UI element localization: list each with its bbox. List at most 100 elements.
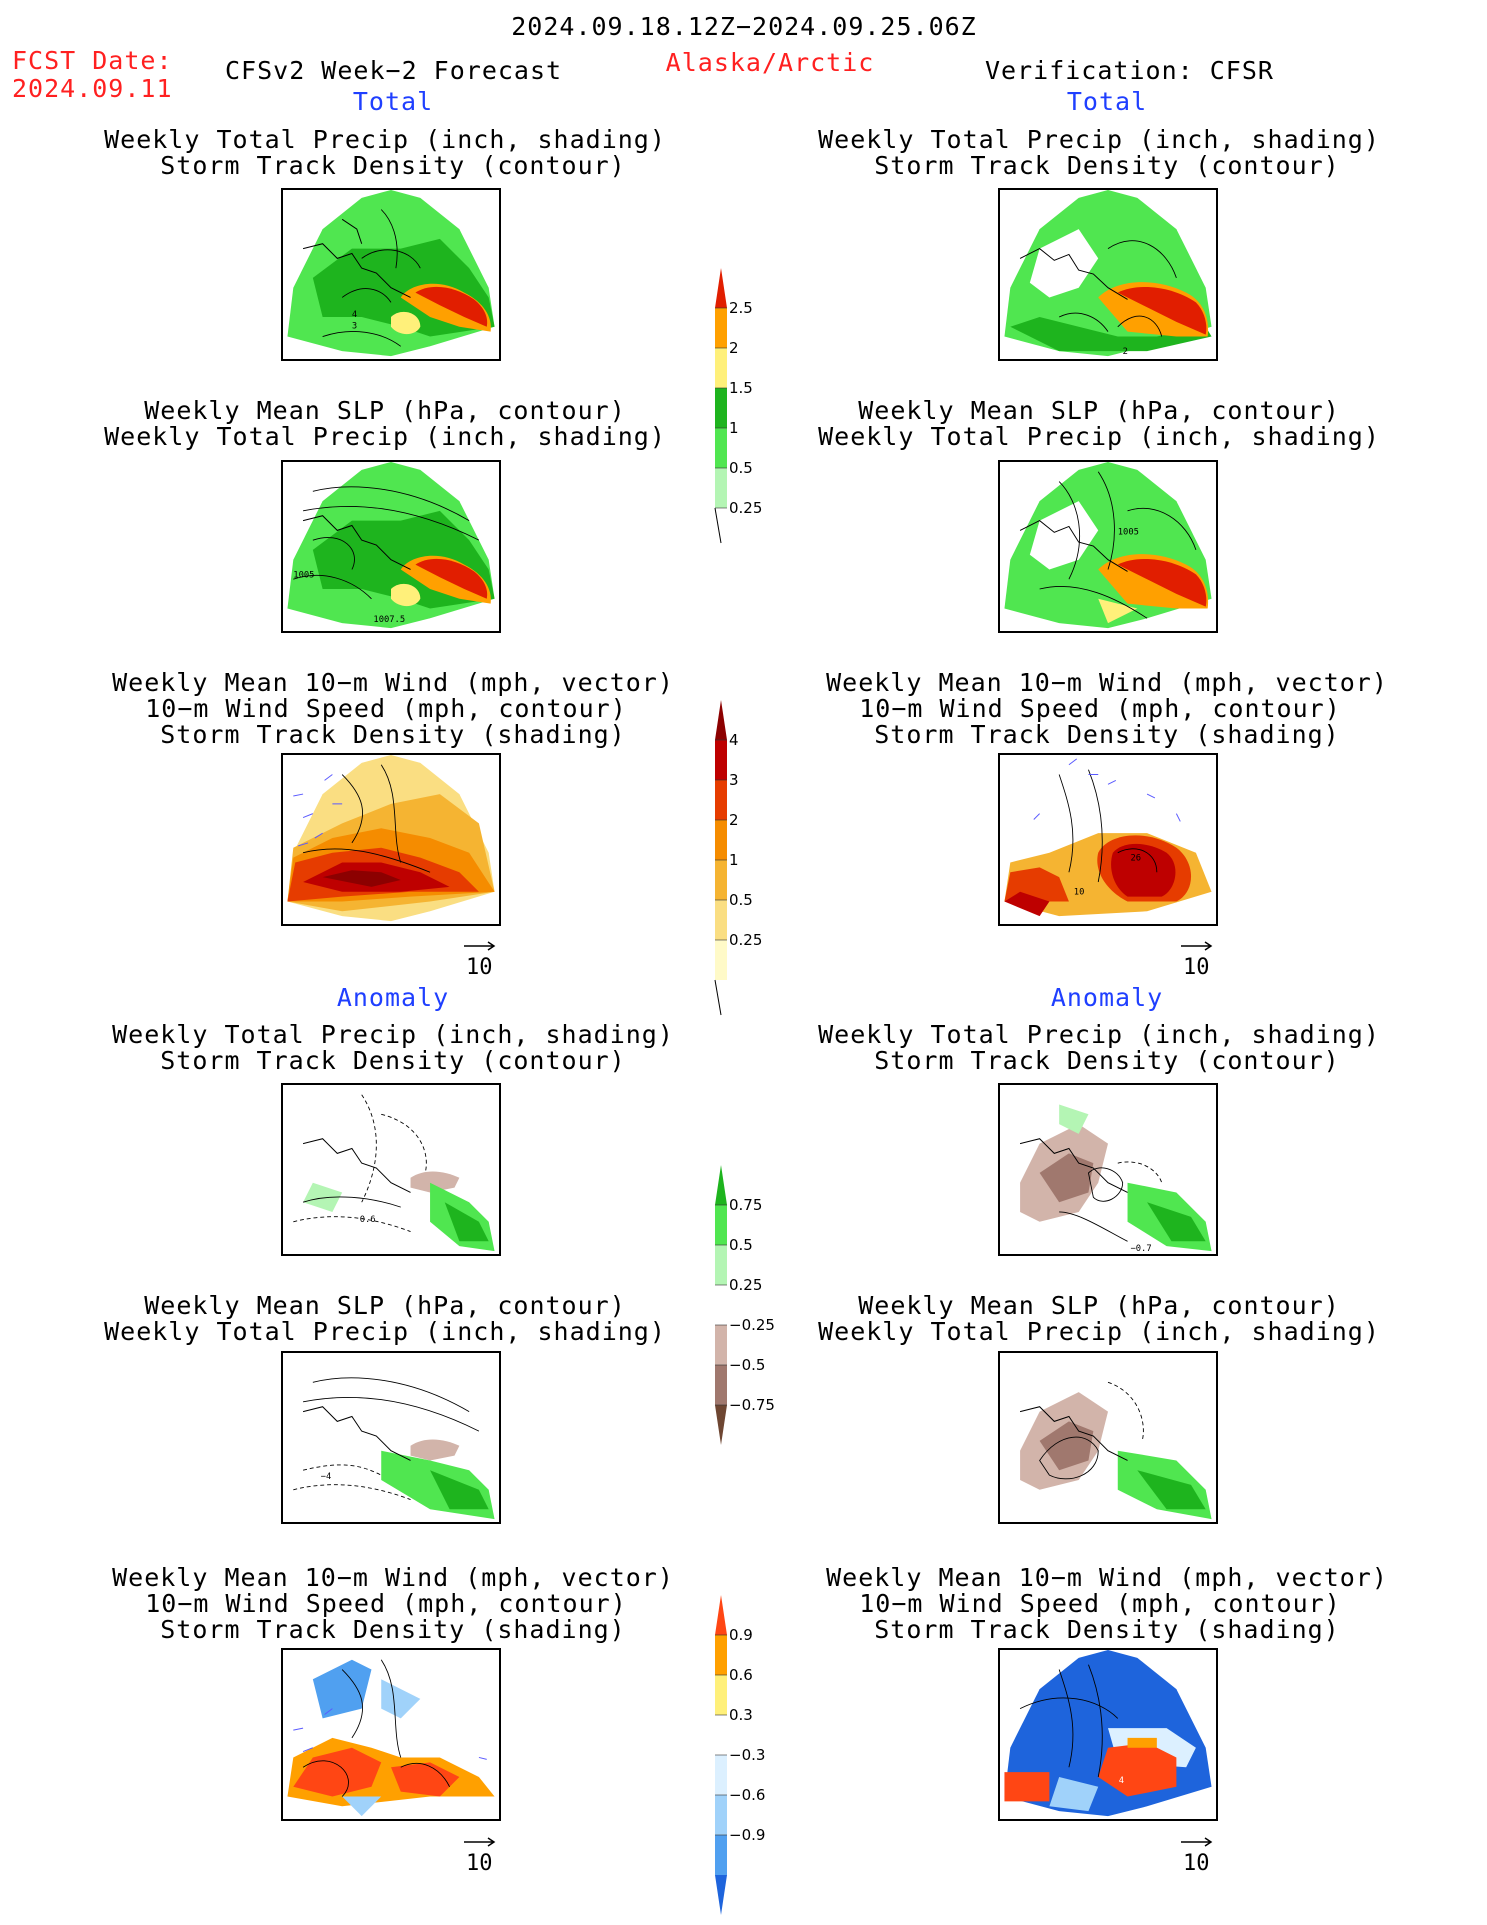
- reference-arrow-icon: [464, 941, 496, 951]
- colorbar-tail: [714, 979, 722, 1016]
- panel-title-line: Weekly Mean SLP (hPa, contour): [144, 1291, 626, 1320]
- colorbar-tick-label: −0.9: [729, 1826, 765, 1844]
- colorbar-tick-label: 0.9: [729, 1626, 753, 1644]
- reference-vector: 10: [460, 1836, 520, 1880]
- colorbar-swatch: [715, 308, 727, 348]
- reference-arrow-icon: [1181, 1837, 1213, 1847]
- panel-title-line: Weekly Total Precip (inch, shading): [104, 125, 666, 154]
- colorbar-swatch: [715, 1285, 727, 1325]
- reference-vector: 10: [1177, 1836, 1237, 1880]
- map-panel-fcst-total-precip: 4 3: [281, 188, 501, 361]
- colorbar-tick-label: 2: [729, 339, 739, 357]
- contour-label: 26: [1130, 854, 1141, 864]
- reference-vector-label: 10: [1183, 1851, 1210, 1876]
- contour-label: 1005: [1118, 527, 1139, 537]
- map-panel-obs-total-slp: 1005: [998, 460, 1218, 633]
- panel-title-line: Weekly Total Precip (inch, shading): [112, 1020, 674, 1049]
- colorbar-tick-label: 0.25: [729, 1276, 762, 1294]
- colorbar-tick-label: 2.5: [729, 299, 753, 317]
- verification-title: Verification: CFSR: [985, 56, 1274, 85]
- colorbar-swatch: [715, 468, 727, 508]
- fcst-date: 2024.09.11: [12, 74, 173, 103]
- colorbar-swatch: [715, 388, 727, 428]
- colorbar-tick-label: 0.25: [729, 499, 762, 517]
- colorbar-tick-label: −0.25: [729, 1316, 775, 1334]
- fcst-date-label: FCST Date:: [12, 46, 173, 75]
- map-panel-obs-total-wind: 26 10: [998, 753, 1218, 926]
- map-panel-fcst-total-slp: 1005 1007.5: [281, 460, 501, 633]
- colorbar-tick-label: 1: [729, 419, 739, 437]
- colorbar-swatch: [715, 1875, 727, 1915]
- reference-arrow-icon: [464, 1837, 496, 1847]
- colorbar-swatch: [715, 268, 727, 308]
- panel-title-line: Weekly Total Precip (inch, shading): [818, 1020, 1380, 1049]
- panel-title-line: Storm Track Density (shading): [160, 720, 626, 749]
- colorbar-tick-label: 0.6: [729, 1666, 753, 1684]
- panel-title-line: Weekly Total Precip (inch, shading): [818, 125, 1380, 154]
- map-panel-obs-anom-slp: [998, 1351, 1218, 1524]
- reference-vector-label: 10: [466, 1851, 493, 1876]
- panel-title-line: Storm Track Density (contour): [874, 1046, 1340, 1075]
- colorbar-swatch: [715, 740, 727, 780]
- colorbar-swatch: [715, 1245, 727, 1285]
- contour-label: 0.6: [360, 1215, 376, 1225]
- colorbar-swatch: [715, 780, 727, 820]
- colorbar-swatch: [715, 1635, 727, 1675]
- colorbar-swatch: [715, 1595, 727, 1635]
- colorbar-swatch: [715, 1755, 727, 1795]
- panel-title-line: Storm Track Density (contour): [160, 1046, 626, 1075]
- colorbar-swatch: [715, 1205, 727, 1245]
- colorbar-swatch: [715, 860, 727, 900]
- contour-label: 2: [1123, 347, 1128, 357]
- panel-title-line: Storm Track Density (contour): [160, 151, 626, 180]
- contour-label: 1005: [293, 570, 314, 580]
- reference-arrow-icon: [1181, 941, 1213, 951]
- section-anomaly-right: Anomaly: [1050, 983, 1164, 1012]
- colorbar-tick-label: 1.5: [729, 379, 753, 397]
- panel-title-line: Weekly Mean SLP (hPa, contour): [144, 396, 626, 425]
- panel-title-line: Storm Track Density (shading): [874, 720, 1340, 749]
- panel-title-line: 10−m Wind Speed (mph, contour): [859, 1589, 1341, 1618]
- colorbar-tick-label: 0.5: [729, 891, 753, 909]
- reference-vector: 10: [1177, 940, 1237, 984]
- reference-vector-label: 10: [1183, 955, 1210, 980]
- colorbar-swatch: [715, 348, 727, 388]
- panel-title-line: Storm Track Density (shading): [160, 1615, 626, 1644]
- period-title: 2024.09.18.12Z−2024.09.25.06Z: [511, 12, 977, 41]
- reference-vector: 10: [460, 940, 520, 984]
- colorbar-tick-label: 0.5: [729, 459, 753, 477]
- map-panel-fcst-anom-precip: 0.6: [281, 1083, 501, 1256]
- colorbar-swatch: [715, 428, 727, 468]
- colorbar-swatch: [715, 900, 727, 940]
- colorbar-tick-label: 0.5: [729, 1236, 753, 1254]
- colorbar-tick-label: 1: [729, 851, 739, 869]
- colorbar-swatch: [715, 1835, 727, 1875]
- panel-title-line: 10−m Wind Speed (mph, contour): [859, 694, 1341, 723]
- section-total-left: Total: [352, 87, 434, 116]
- panel-title-line: Weekly Mean 10−m Wind (mph, vector): [826, 668, 1388, 697]
- colorbar-swatch: [715, 820, 727, 860]
- region-title: Alaska/Arctic: [665, 48, 875, 77]
- colorbar-tick-label: −0.3: [729, 1746, 765, 1764]
- colorbar-swatch: [715, 1715, 727, 1755]
- map-panel-obs-anom-precip: −0.7: [998, 1083, 1218, 1256]
- colorbar-swatch: [715, 1675, 727, 1715]
- panel-title-line: Weekly Mean 10−m Wind (mph, vector): [112, 668, 674, 697]
- colorbar-tick-label: 2: [729, 811, 739, 829]
- contour-label: −0.7: [1130, 1244, 1151, 1254]
- colorbar-tick-label: −0.75: [729, 1396, 775, 1414]
- colorbar-tick-label: −0.6: [729, 1786, 765, 1804]
- panel-title-line: Weekly Mean SLP (hPa, contour): [858, 396, 1340, 425]
- section-total-right: Total: [1066, 87, 1148, 116]
- colorbar-swatch: [715, 1325, 727, 1365]
- map-panel-obs-total-precip: 2: [998, 188, 1218, 361]
- panel-title-line: Weekly Mean 10−m Wind (mph, vector): [112, 1563, 674, 1592]
- colorbar-swatch: [715, 1365, 727, 1405]
- colorbar-swatch: [715, 940, 727, 980]
- colorbar-swatch: [715, 1405, 727, 1445]
- map-panel-obs-anom-wind: 4: [998, 1648, 1218, 1821]
- panel-title-line: Weekly Total Precip (inch, shading): [818, 422, 1380, 451]
- panel-title-line: Weekly Total Precip (inch, shading): [818, 1317, 1380, 1346]
- map-panel-fcst-anom-slp: −4: [281, 1351, 501, 1524]
- contour-label: 4: [352, 310, 357, 320]
